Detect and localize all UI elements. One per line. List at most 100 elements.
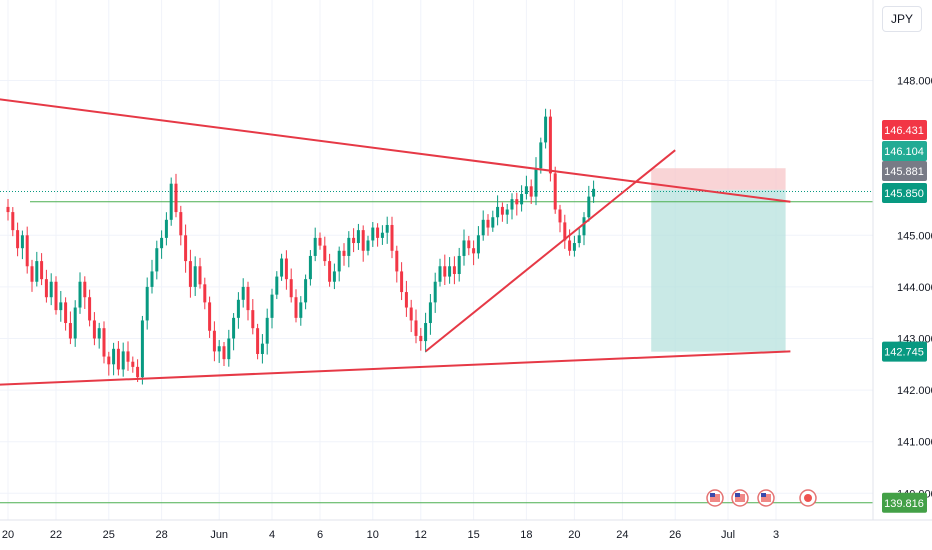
candle-body	[25, 235, 29, 267]
candle-body	[64, 302, 68, 324]
candle-body	[342, 250, 346, 256]
candle-body	[462, 240, 466, 256]
candle-body	[188, 261, 192, 287]
candle-body	[558, 209, 562, 223]
candle-body	[241, 286, 245, 300]
candle-body	[174, 183, 178, 213]
candle-body	[400, 271, 404, 293]
candle-body	[572, 243, 576, 251]
candle-body	[179, 212, 183, 236]
candle-body	[203, 284, 207, 303]
candle-body	[520, 194, 524, 205]
resistance-line[interactable]	[0, 98, 791, 203]
price-tag-badge	[882, 341, 927, 362]
candle-body	[289, 279, 293, 298]
candle-body	[371, 227, 375, 241]
candle-body	[11, 212, 15, 231]
candle-body	[97, 328, 101, 339]
candle-body	[78, 281, 82, 308]
price-tick-label: 142.000	[897, 385, 932, 397]
candle-body	[328, 261, 332, 282]
time-tick-label: 12	[415, 529, 427, 541]
candle-body	[395, 250, 399, 272]
candle-body	[390, 224, 394, 251]
candle-body	[539, 142, 543, 169]
time-tick-label: 10	[367, 529, 379, 541]
stop-loss-zone[interactable]	[651, 168, 786, 190]
candle-body	[481, 219, 485, 236]
candle-body	[385, 224, 389, 233]
price-tick-label: 141.000	[897, 437, 932, 449]
candle-body	[198, 266, 202, 285]
candle-body	[236, 299, 240, 318]
rising-trend-line[interactable]	[424, 149, 676, 353]
candle-body	[366, 240, 370, 251]
us-flag-icon[interactable]	[757, 489, 775, 507]
candle-body	[20, 235, 24, 249]
candle-body	[256, 328, 260, 354]
candle-body	[299, 302, 303, 318]
price-tag-badge	[882, 492, 927, 513]
currency-button[interactable]: JPY	[882, 6, 922, 32]
candle-body	[308, 255, 312, 280]
candle-body	[524, 186, 528, 195]
candle-body	[486, 219, 490, 228]
candle-body	[438, 266, 442, 282]
candle-body	[260, 343, 264, 354]
candle-body	[529, 186, 533, 197]
candle-body	[232, 317, 236, 339]
candle-body	[140, 320, 144, 378]
time-axis-panel	[0, 520, 932, 550]
event-marker-icon[interactable]	[799, 489, 817, 507]
candle-body	[126, 351, 130, 362]
price-tag-badge	[882, 120, 927, 140]
candle-body	[352, 237, 356, 244]
time-tick-label: 15	[467, 529, 479, 541]
candle-body	[496, 206, 500, 218]
candle-body	[424, 323, 428, 342]
time-tick-label: 4	[269, 529, 275, 541]
support-line[interactable]	[0, 350, 791, 386]
candle-body	[347, 237, 351, 256]
candle-body	[30, 266, 34, 282]
candle-body	[6, 206, 10, 213]
price-tag-label: 146.104	[884, 146, 924, 158]
candle-body	[313, 237, 317, 256]
candle-body	[121, 351, 125, 370]
price-tag-badge	[882, 161, 927, 181]
candle-body	[587, 196, 591, 218]
candle-body	[380, 232, 384, 238]
us-flag-icon[interactable]	[706, 489, 724, 507]
candle-body	[361, 230, 365, 251]
candle-body	[68, 323, 72, 339]
candle-body	[548, 116, 552, 174]
candle-body	[457, 255, 461, 274]
candle-body	[246, 286, 250, 311]
candle-body	[116, 348, 120, 370]
candle-body	[515, 199, 519, 205]
candle-body	[409, 307, 413, 321]
candle-body	[568, 240, 572, 251]
candle-body	[164, 219, 168, 238]
time-tick-label: 20	[568, 529, 580, 541]
candle-body	[323, 245, 327, 262]
candle-body	[212, 330, 216, 352]
take-profit-zone[interactable]	[651, 189, 786, 352]
price-tag-label: 146.431	[884, 125, 924, 137]
candle-body	[452, 266, 456, 274]
price-tag-label: 139.816	[884, 498, 924, 510]
candle-body	[222, 346, 226, 360]
candle-body	[49, 281, 53, 298]
candle-body	[376, 227, 380, 238]
candle-body	[54, 281, 58, 311]
candle-body	[193, 266, 197, 287]
candle-body	[44, 279, 48, 298]
candle-body	[510, 199, 514, 210]
us-flag-icon[interactable]	[731, 489, 749, 507]
candle-body	[107, 356, 111, 365]
candle-body	[59, 302, 63, 311]
candle-body	[102, 328, 106, 357]
time-tick-label: 28	[155, 529, 167, 541]
